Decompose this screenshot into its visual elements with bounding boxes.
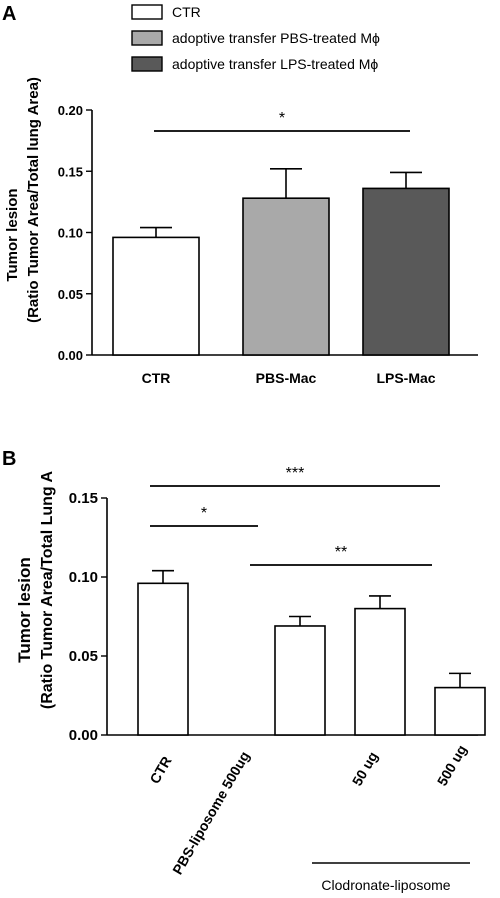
panel-a-label: A [2, 3, 16, 25]
panel-a-y-axis-subtitle: (Ratio Tumor Area/Total lung Area) [25, 77, 42, 323]
legend-label: adoptive transfer LPS-treated Mϕ [172, 56, 378, 72]
panel-b-y-tick-label: 0.10 [69, 569, 98, 586]
panel-a-plot: 0.00 0.05 0.10 0.15 0.20 CTR PBS-Mac LPS-Mac * CT… [58, 4, 478, 386]
panel-b-category-label: PBS-liposome 500ug [169, 749, 252, 878]
panel-a-significance-label: * [279, 110, 285, 127]
panel-b-significance-label: *** [286, 465, 305, 482]
panel-b-label: B [2, 448, 16, 470]
panel-b-bar [137, 582, 189, 736]
panel-b-bar [354, 607, 406, 736]
panel-a-bar [242, 197, 330, 356]
panel-a-y-tick-label: 0.15 [58, 164, 83, 179]
panel-b-y-axis-subtitle: (Ratio Tumor Area/Total Lung A [39, 470, 56, 709]
legend-label: adoptive transfer PBS-treated Mϕ [172, 30, 380, 46]
legend-swatch [131, 4, 163, 20]
panel-a-y-tick-label: 0.00 [58, 348, 83, 363]
panel-a-category-label: PBS-Mac [256, 370, 317, 386]
panel-b-y-axis-title: Tumor lesion [15, 557, 34, 662]
panel-b-category-label: CTR [146, 754, 174, 787]
legend-swatch [131, 30, 163, 46]
panel-b-y-tick-label: 0.05 [69, 648, 98, 665]
panel-b-y-tick-label: 0.00 [69, 727, 98, 744]
legend-label: CTR [172, 4, 201, 20]
panel-b-category-label: 500 ug [434, 742, 470, 788]
panel-a-category-label: LPS-Mac [376, 370, 435, 386]
panel-b-bar [274, 625, 326, 736]
legend-swatch [131, 56, 163, 72]
panel-b-significance-label: ** [335, 544, 347, 561]
panel-b-bar [434, 686, 486, 736]
panel-a-bar [362, 187, 450, 356]
panel-a-bar [112, 236, 200, 356]
panel-a-category-label: CTR [142, 370, 171, 386]
panel-b-category-label: 50 ug [349, 749, 381, 789]
panel-a-y-tick-label: 0.10 [58, 226, 83, 241]
panel-a-y-axis-title: Tumor lesion [4, 188, 21, 281]
panel-b-y-tick-label: 0.15 [69, 490, 98, 507]
panel-a-y-tick-label: 0.20 [58, 103, 83, 118]
panel-a-y-tick-label: 0.05 [58, 287, 83, 302]
panel-b-significance-label: * [201, 505, 207, 522]
panel-b-group-label: Clodronate-liposome [321, 877, 450, 893]
